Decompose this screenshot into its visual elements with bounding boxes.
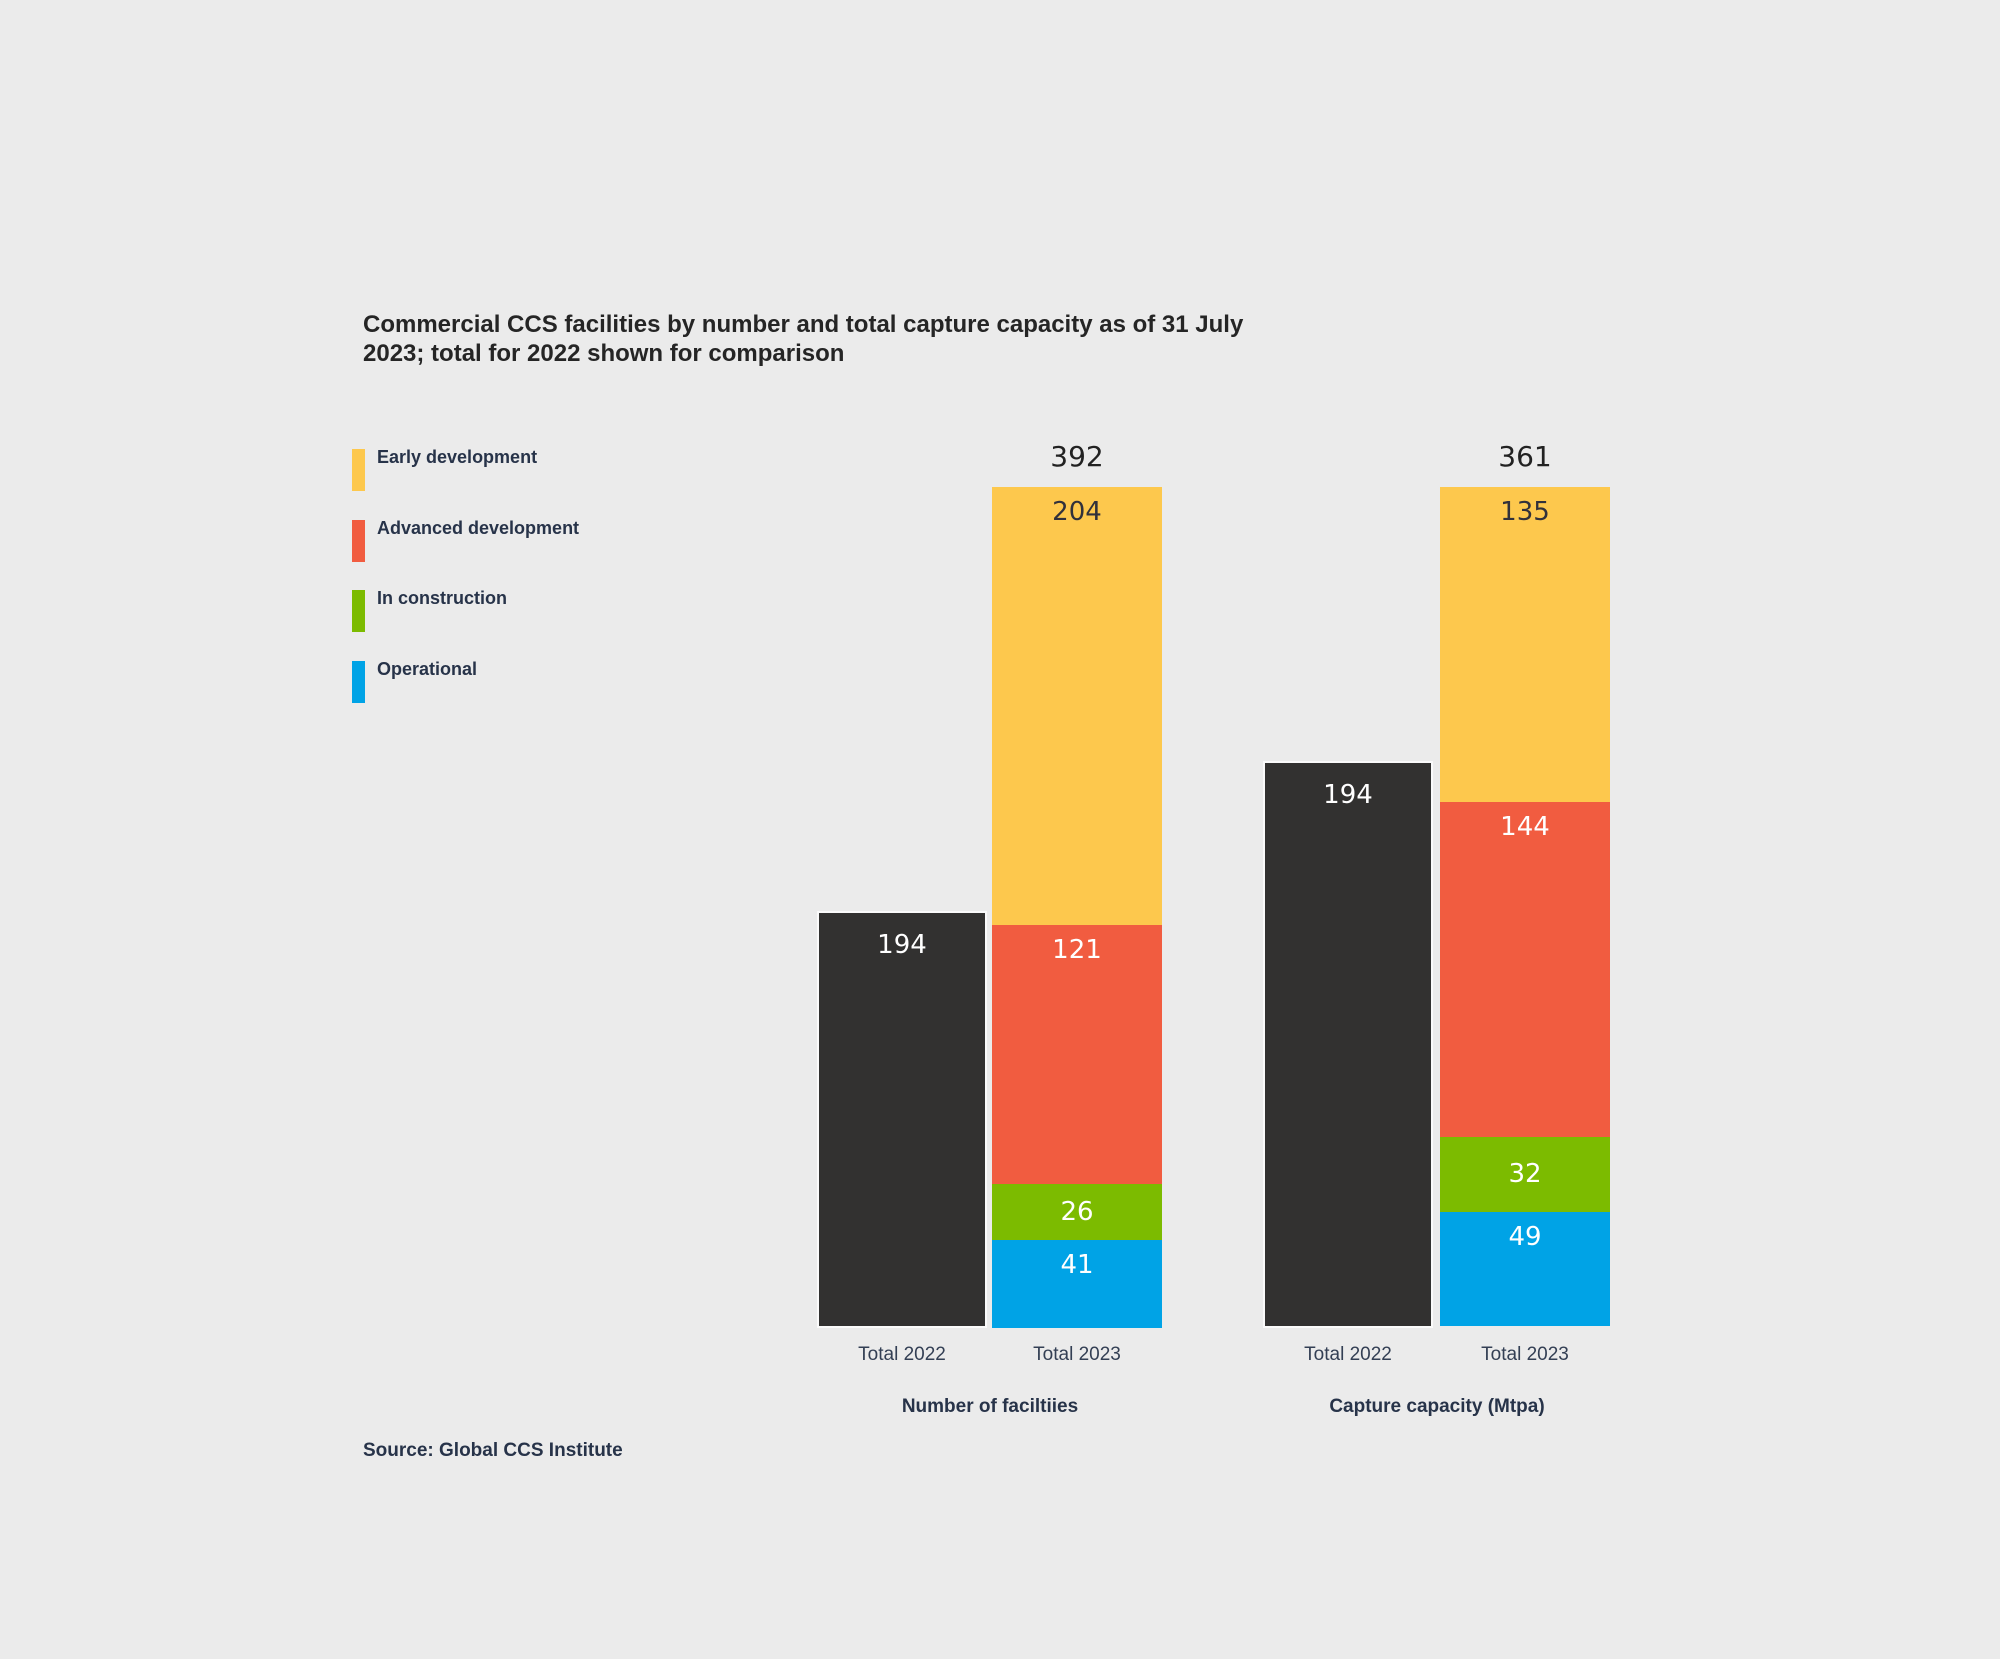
legend-item-operational: Operational	[352, 659, 478, 703]
bar-value-label: 194	[877, 930, 927, 960]
bar-value-label: 194	[1323, 780, 1373, 810]
chart-title-line2: 2023; total for 2022 shown for compariso…	[363, 340, 845, 367]
bar-total-2023-stack: 135 144 32 49	[1440, 487, 1610, 1328]
legend-label: Early development	[377, 447, 538, 467]
segment-value-label: 121	[1052, 934, 1102, 965]
legend-label: Operational	[377, 659, 478, 679]
group-axis-label-capture-capacity-mtpa-: Capture capacity (Mtpa)	[1329, 1396, 1545, 1417]
segment-early-development: 135	[1440, 487, 1610, 802]
legend-label: Advanced development	[377, 518, 580, 538]
category-label-total-2022: Total 2022	[858, 1344, 946, 1365]
segment-value-label: 204	[1052, 497, 1102, 527]
legend-swatch-in-construction-icon	[352, 590, 365, 632]
chart-title: Commercial CCS facilities by number and …	[363, 310, 1343, 368]
group-axis-label-number-of-faciltiies: Number of faciltiies	[901, 1396, 1079, 1417]
legend-label: In construction	[377, 588, 507, 608]
segment-advanced-development: 144	[1440, 801, 1610, 1137]
segment-value-label: 41	[1060, 1250, 1094, 1280]
segment-operational: 41	[992, 1240, 1162, 1328]
chart-title-line1: Commercial CCS facilities by number and …	[363, 311, 1244, 338]
category-label-total-2023: Total 2023	[1481, 1344, 1569, 1365]
legend-item-in-construction: In construction	[352, 588, 507, 632]
segment-advanced-development: 121	[992, 924, 1162, 1185]
legend-swatch-operational-icon	[352, 661, 365, 703]
category-label-total-2022: Total 2022	[1304, 1344, 1392, 1365]
total-2023-label: 361	[1498, 440, 1552, 473]
legend-item-advanced-development: Advanced development	[352, 518, 580, 562]
legend-swatch-early-development-icon	[352, 449, 365, 491]
segment-value-label: 144	[1500, 811, 1550, 842]
bar-total-2023-stack: 204 121 26 41	[992, 487, 1162, 1328]
segment-early-development: 204	[992, 487, 1162, 925]
bar-total-2022: 194	[1263, 761, 1433, 1328]
segment-value-label: 49	[1508, 1221, 1542, 1252]
source-note: Source: Global CCS Institute	[363, 1440, 623, 1461]
legend-item-early-development: Early development	[352, 447, 538, 491]
segment-value-label: 26	[1060, 1197, 1094, 1228]
segment-in-construction: 32	[1440, 1137, 1610, 1212]
segment-value-label: 135	[1500, 497, 1550, 527]
segment-value-label: 32	[1508, 1159, 1542, 1190]
segment-in-construction: 26	[992, 1184, 1162, 1240]
legend-swatch-advanced-development-icon	[352, 520, 365, 562]
category-label-total-2023: Total 2023	[1033, 1344, 1121, 1365]
total-2023-label: 392	[1050, 440, 1104, 473]
segment-operational: 49	[1440, 1211, 1610, 1326]
bar-total-2022: 194	[817, 911, 987, 1328]
